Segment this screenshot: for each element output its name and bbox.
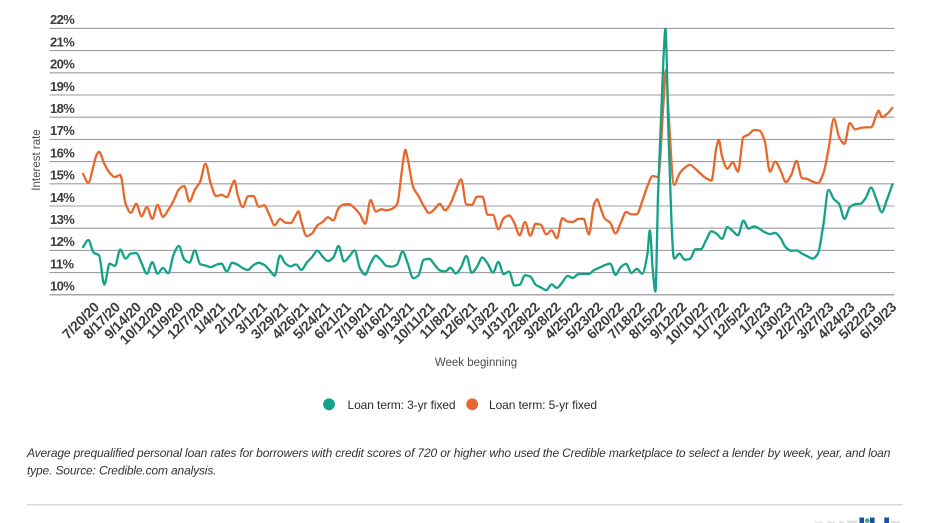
svg-text:Loan term: 5-yr fixed: Loan term: 5-yr fixed [489, 398, 597, 412]
svg-text:11%: 11% [50, 256, 75, 271]
svg-text:20%: 20% [50, 57, 75, 72]
svg-text:14%: 14% [50, 190, 75, 205]
svg-text:Week beginning: Week beginning [435, 357, 517, 369]
svg-text:22%: 22% [50, 12, 75, 27]
svg-text:16%: 16% [50, 145, 75, 160]
svg-text:Interest rate: Interest rate [31, 129, 43, 190]
svg-text:Average prequalified personal: Average prequalified personal loan rates… [26, 446, 891, 460]
svg-text:17%: 17% [50, 123, 75, 138]
svg-text:type. Source: Credible.com ana: type. Source: Credible.com analysis. [27, 464, 216, 478]
svg-text:13%: 13% [50, 212, 75, 227]
svg-text:18%: 18% [50, 101, 75, 116]
svg-text:21%: 21% [50, 34, 75, 49]
svg-text:12%: 12% [50, 234, 75, 249]
svg-text:19%: 19% [50, 79, 75, 94]
svg-text:15%: 15% [50, 168, 75, 183]
svg-text:10%: 10% [50, 279, 75, 294]
svg-text:Loan term: 3-yr fixed: Loan term: 3-yr fixed [348, 398, 456, 412]
